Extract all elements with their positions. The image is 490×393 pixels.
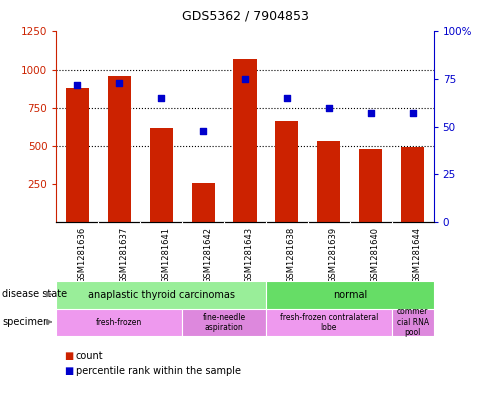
Text: anaplastic thyroid carcinomas: anaplastic thyroid carcinomas <box>88 290 235 300</box>
Text: GSM1281637: GSM1281637 <box>119 227 128 283</box>
Text: percentile rank within the sample: percentile rank within the sample <box>76 366 241 376</box>
Bar <box>182 309 266 336</box>
Bar <box>266 309 392 336</box>
Point <box>409 110 416 117</box>
Bar <box>56 309 182 336</box>
Bar <box>108 76 131 222</box>
Text: GSM1281640: GSM1281640 <box>371 227 380 283</box>
Point <box>325 105 333 111</box>
Text: GSM1281643: GSM1281643 <box>245 227 254 283</box>
Text: disease state: disease state <box>2 289 68 299</box>
Point <box>115 80 123 86</box>
Text: specimen: specimen <box>2 317 49 327</box>
Point <box>157 95 165 101</box>
Point <box>241 76 249 82</box>
Bar <box>66 88 89 222</box>
Text: GSM1281639: GSM1281639 <box>329 227 338 283</box>
Point <box>367 110 375 117</box>
Text: GSM1281636: GSM1281636 <box>77 227 86 283</box>
Point <box>283 95 291 101</box>
Bar <box>266 281 434 309</box>
Text: fine-needle
aspiration: fine-needle aspiration <box>202 312 245 332</box>
Text: count: count <box>76 351 103 361</box>
Bar <box>56 281 266 309</box>
Point <box>199 127 207 134</box>
Text: GSM1281638: GSM1281638 <box>287 227 296 283</box>
Text: GDS5362 / 7904853: GDS5362 / 7904853 <box>182 10 308 23</box>
Bar <box>401 147 424 222</box>
Text: commer
cial RNA
pool: commer cial RNA pool <box>396 307 429 337</box>
Bar <box>192 183 215 222</box>
Text: GSM1281641: GSM1281641 <box>161 227 170 283</box>
Text: fresh-frozen: fresh-frozen <box>96 318 143 327</box>
Bar <box>233 59 257 222</box>
Text: ■: ■ <box>64 366 73 376</box>
Text: normal: normal <box>333 290 367 300</box>
Bar <box>318 141 341 222</box>
Bar <box>149 127 172 222</box>
Text: GSM1281642: GSM1281642 <box>203 227 212 283</box>
Text: GSM1281644: GSM1281644 <box>413 227 422 283</box>
Text: fresh-frozen contralateral
lobe: fresh-frozen contralateral lobe <box>280 312 378 332</box>
Bar <box>359 149 382 222</box>
Point <box>74 82 81 88</box>
Bar <box>392 309 434 336</box>
Bar <box>275 121 298 222</box>
Text: ■: ■ <box>64 351 73 361</box>
